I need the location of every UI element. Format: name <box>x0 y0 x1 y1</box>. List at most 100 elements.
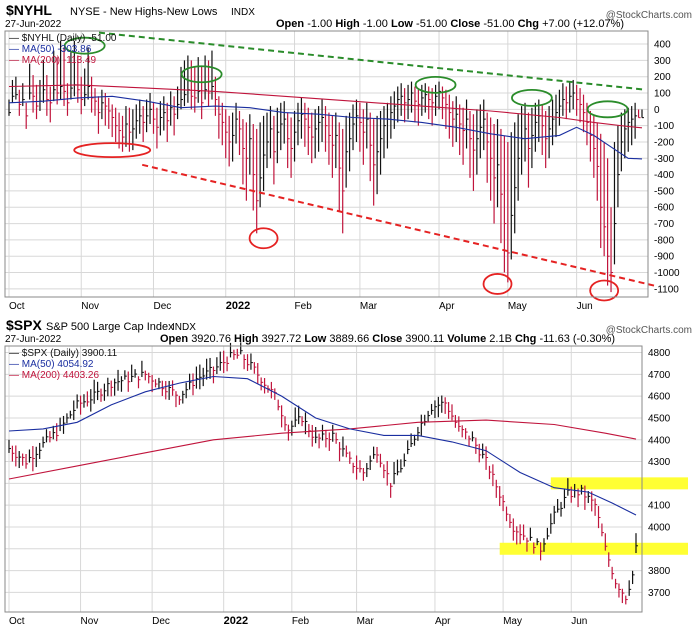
spx-stats: Open 3920.76 High 3927.72 Low 3889.66 Cl… <box>160 333 615 345</box>
x-tick-label: Mar <box>357 616 375 627</box>
y-tick-label: -700 <box>654 219 674 230</box>
y-tick-label: 400 <box>654 40 671 51</box>
watermark-nyhl: @StockCharts.com <box>606 10 692 21</box>
nyhl-close: -51.00 <box>483 18 514 30</box>
ma50-line <box>8 375 637 516</box>
legend-entry: — $SPX (Daily) 3900.11 <box>9 348 118 359</box>
spx-open: 3920.76 <box>191 333 231 345</box>
spx-low-label: Low <box>304 333 326 345</box>
y-tick-label: 4300 <box>648 457 671 468</box>
nyhl-open-label: Open <box>276 18 304 30</box>
x-tick-label: Dec <box>153 301 171 312</box>
nyhl-exchange: INDX <box>231 7 255 18</box>
spx-symbol: $SPX <box>6 317 42 333</box>
green-ellipse <box>63 36 106 55</box>
red-ellipse <box>589 279 620 302</box>
x-tick-label: Jun <box>571 616 587 627</box>
y-tick-label: 4400 <box>648 435 671 446</box>
legend-entry: — $NYHL (Daily) -51.00 <box>9 33 117 44</box>
red-ellipse <box>73 142 152 159</box>
y-tick-label: 3700 <box>648 588 671 599</box>
nyhl-close-label: Close <box>450 18 480 30</box>
green-trendline <box>98 31 647 91</box>
nyhl-high: -1.00 <box>363 18 388 30</box>
green-ellipse <box>586 100 629 119</box>
spx-chg: -11.63 (-0.30%) <box>539 333 615 345</box>
x-tick-label: 2022 <box>226 300 250 312</box>
x-tick-label: Jun <box>577 301 593 312</box>
y-tick-label: 4000 <box>648 522 671 533</box>
x-tick-label: Nov <box>81 301 99 312</box>
y-tick-label: -600 <box>654 203 674 214</box>
nyhl-high-label: High <box>335 18 360 30</box>
ma50-line <box>8 95 643 160</box>
x-tick-label: May <box>508 301 527 312</box>
spx-date: 27-Jun-2022 <box>5 334 62 345</box>
nyhl-low-label: Low <box>391 18 413 30</box>
legend-entry: — MA(50) -303.86 <box>9 44 92 55</box>
legend-entry: — MA(200) 4403.26 <box>9 370 99 381</box>
svg-text:Open -1.00 High -1.00 Low -5: Open -1.00 High -1.00 Low -51.00 Close -… <box>276 18 624 30</box>
y-tick-label: -200 <box>654 137 674 148</box>
y-tick-label: -500 <box>654 186 674 197</box>
y-tick-label: -900 <box>654 252 674 263</box>
green-ellipse <box>180 65 223 84</box>
spx-close: 3900.11 <box>405 333 444 345</box>
spx-volume-label: Volume <box>447 333 486 345</box>
red-ellipse <box>482 273 513 295</box>
spx-title: S&P 500 Large Cap Index <box>46 321 174 333</box>
nyhl-stats: Open -1.00 High -1.00 Low -51.00 Close -… <box>276 18 624 30</box>
y-tick-label: 4100 <box>648 501 671 512</box>
spx-panel: 4800470046004500440043004200410040003900… <box>4 342 688 627</box>
legend-entry: — MA(200) -113.49 <box>9 55 97 66</box>
y-tick-label: 3800 <box>648 566 671 577</box>
spx-exchange: INDX <box>172 322 196 333</box>
y-tick-label: 4600 <box>648 392 671 403</box>
x-tick-label: Dec <box>152 616 170 627</box>
watermark-spx: @StockCharts.com <box>606 325 692 336</box>
y-tick-label: 4700 <box>648 370 671 381</box>
x-tick-label: Feb <box>295 301 313 312</box>
nyhl-low: -51.00 <box>416 18 447 30</box>
x-tick-label: Oct <box>9 301 25 312</box>
y-tick-label: 100 <box>654 89 671 100</box>
x-tick-label: Feb <box>292 616 310 627</box>
green-ellipse <box>511 89 553 107</box>
spx-close-label: Close <box>372 333 402 345</box>
y-tick-label: -300 <box>654 154 674 165</box>
highlight-band <box>499 542 688 555</box>
red-trendline <box>141 163 655 287</box>
y-tick-label: -800 <box>654 235 674 246</box>
svg-text:Open 3920.76 High 3927.72 Lo: Open 3920.76 High 3927.72 Low 3889.66 Cl… <box>160 333 615 345</box>
x-tick-label: Oct <box>9 616 25 627</box>
legend-entry: — MA(50) 4054.92 <box>9 359 94 370</box>
y-tick-label: 4800 <box>648 348 671 359</box>
spx-volume: 2.1B <box>489 333 512 345</box>
x-tick-label: Nov <box>81 616 99 627</box>
nyhl-open: -1.00 <box>307 18 332 30</box>
nyhl-chg: +7.00 (+12.07%) <box>542 18 624 30</box>
spx-high-label: High <box>234 333 259 345</box>
spx-chg-label: Chg <box>515 333 536 345</box>
spx-low: 3889.66 <box>329 333 369 345</box>
x-tick-label: Mar <box>360 301 378 312</box>
nyhl-chg-label: Chg <box>518 18 539 30</box>
plot-frame <box>4 345 643 613</box>
x-tick-label: May <box>503 616 522 627</box>
ma200-line <box>8 84 643 129</box>
nyhl-date: 27-Jun-2022 <box>5 19 62 30</box>
y-tick-label: 300 <box>654 56 671 67</box>
nyhl-symbol: $NYHL <box>6 2 52 18</box>
spx-high: 3927.72 <box>262 333 302 345</box>
y-tick-label: -1000 <box>654 268 680 279</box>
x-tick-label: 2022 <box>224 615 248 627</box>
y-tick-label: -100 <box>654 121 674 132</box>
plot-frame <box>4 30 649 298</box>
nyhl-title: NYSE - New Highs-New Lows <box>70 6 218 18</box>
red-ellipse <box>248 227 279 250</box>
nyhl-panel: 400 300 200 100 0 -100 -200 -300 -400 -500 -600 -70… <box>4 30 680 312</box>
x-tick-label: Apr <box>439 301 455 312</box>
x-tick-label: Apr <box>435 616 451 627</box>
green-ellipse <box>414 75 457 94</box>
